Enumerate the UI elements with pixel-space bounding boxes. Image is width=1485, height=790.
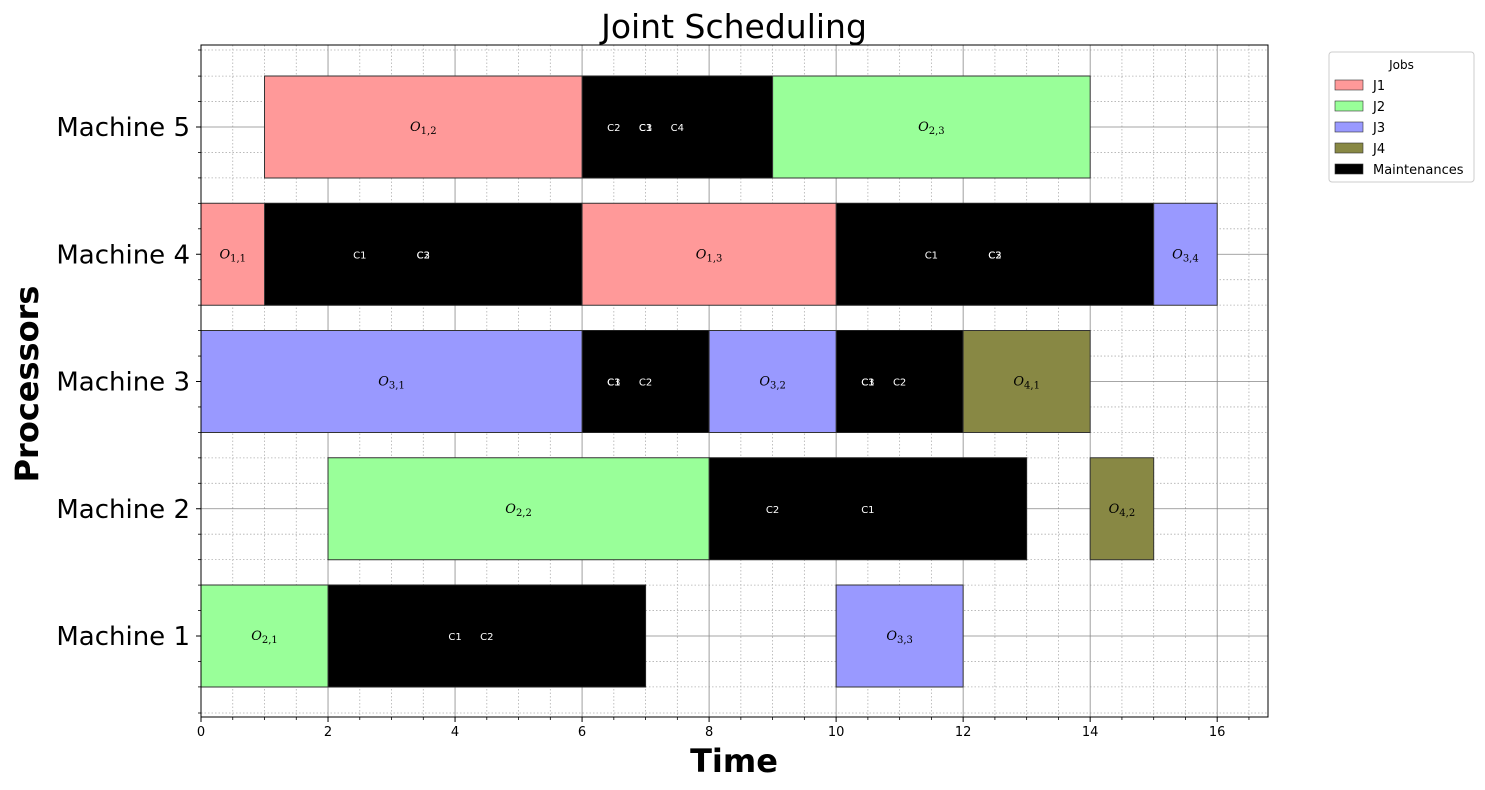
x-tick-label: 10	[828, 725, 845, 740]
operation-rect	[1089, 457, 1155, 561]
operation-bar: O3,4	[1153, 202, 1218, 306]
maintenance-label: C3	[417, 250, 430, 261]
chart-title: Joint Scheduling	[599, 7, 867, 46]
maintenance-label: C1	[607, 378, 620, 389]
maintenance-rect	[708, 457, 1028, 561]
x-tick-label: 2	[324, 725, 332, 740]
x-axis-label: Time	[690, 742, 778, 780]
y-tick-label: Machine 1	[56, 622, 190, 652]
maintenance-rect	[581, 75, 774, 179]
legend-entry: J2	[1334, 100, 1385, 115]
legend-swatch	[1334, 142, 1364, 154]
operation-rect	[1153, 202, 1218, 306]
legend-entry: J3	[1334, 121, 1385, 136]
maintenance-label: C4	[671, 123, 684, 134]
operation-rect	[200, 202, 266, 306]
legend-swatch	[1334, 163, 1364, 175]
maintenance-rect	[835, 330, 964, 433]
maintenance-label: C2	[766, 505, 779, 516]
x-tick-label: 14	[1082, 725, 1099, 740]
legend-entry: J4	[1334, 142, 1385, 157]
maintenance-label: C3	[861, 378, 874, 389]
maintenance-rect	[327, 584, 647, 688]
legend-box	[1328, 51, 1475, 183]
maintenance-label: C1	[448, 632, 461, 643]
axes: 0 2 4 6 8 10 12 14 16 Machine 1 Machine 2 Machine 3…	[56, 44, 1269, 740]
legend-swatch	[1334, 121, 1364, 133]
y-tick-label: Machine 4	[56, 240, 190, 270]
x-tick-label: 12	[955, 725, 972, 740]
maintenance-label: C1	[925, 250, 938, 261]
y-tick-label: Machine 2	[56, 495, 190, 525]
maintenance-label: C1	[861, 378, 874, 389]
operation-bar: O1,2	[264, 75, 583, 179]
operation-rect	[264, 75, 583, 179]
legend-swatch	[1334, 79, 1364, 91]
x-tick-label: 16	[1209, 725, 1226, 740]
y-tick-label: Machine 5	[56, 113, 190, 143]
legend-label: J2	[1372, 100, 1385, 115]
operation-bar: O4,2	[1089, 457, 1155, 561]
operation-bar: O2,3	[772, 75, 1091, 179]
legend-swatch	[1334, 100, 1364, 112]
operation-rect	[962, 330, 1091, 433]
maintenance-rect	[264, 202, 583, 306]
operation-bar: O1,3	[581, 202, 837, 306]
operation-rect	[200, 584, 329, 688]
operation-bar: O3,3	[835, 584, 964, 688]
legend-label: J4	[1372, 142, 1385, 157]
x-tick-label: 4	[451, 725, 459, 740]
maintenance-bar: C2 C1	[708, 457, 1028, 561]
maintenance-label: C3	[607, 378, 620, 389]
legend-title: Jobs	[1388, 58, 1414, 72]
operation-bar: O1,1	[200, 202, 266, 306]
maintenance-label: C1	[639, 123, 652, 134]
operation-bar: O2,1	[200, 584, 329, 688]
operation-rect	[835, 584, 964, 688]
maintenance-label: C1	[861, 505, 874, 516]
legend-entry: Maintenances	[1334, 163, 1464, 178]
operation-rect	[327, 457, 710, 561]
legend-entry: J1	[1334, 79, 1385, 94]
x-tick-label: 8	[705, 725, 713, 740]
operation-rect	[200, 330, 583, 433]
x-tick-label: 6	[578, 725, 586, 740]
maintenance-label: C3	[639, 123, 652, 134]
operation-rect	[772, 75, 1091, 179]
legend-label: Maintenances	[1373, 163, 1464, 178]
y-axis-label: Processors	[8, 286, 46, 483]
operation-bar: O3,2	[708, 330, 837, 433]
maintenance-rect	[581, 330, 710, 433]
legend-label: J1	[1372, 79, 1385, 94]
maintenance-label: C3	[988, 250, 1001, 261]
y-tick-label: Machine 3	[56, 368, 190, 398]
operation-bar: O4,1	[962, 330, 1091, 433]
maintenance-label: C2	[639, 378, 652, 389]
maintenance-label: C2	[607, 123, 620, 134]
x-tick-label: 0	[197, 725, 205, 740]
operation-bar: O2,2	[327, 457, 710, 561]
operation-rect	[708, 330, 837, 433]
maintenance-label: C1	[353, 250, 366, 261]
operation-rect	[581, 202, 837, 306]
maintenance-label: C2	[988, 250, 1001, 261]
maintenance-label: C2	[480, 632, 493, 643]
maintenance-label: C2	[893, 378, 906, 389]
maintenance-label: C2	[417, 250, 430, 261]
legend-label: J3	[1372, 121, 1385, 136]
operation-bar: O3,1	[200, 330, 583, 433]
maintenance-bar: C1 C2	[327, 584, 647, 688]
